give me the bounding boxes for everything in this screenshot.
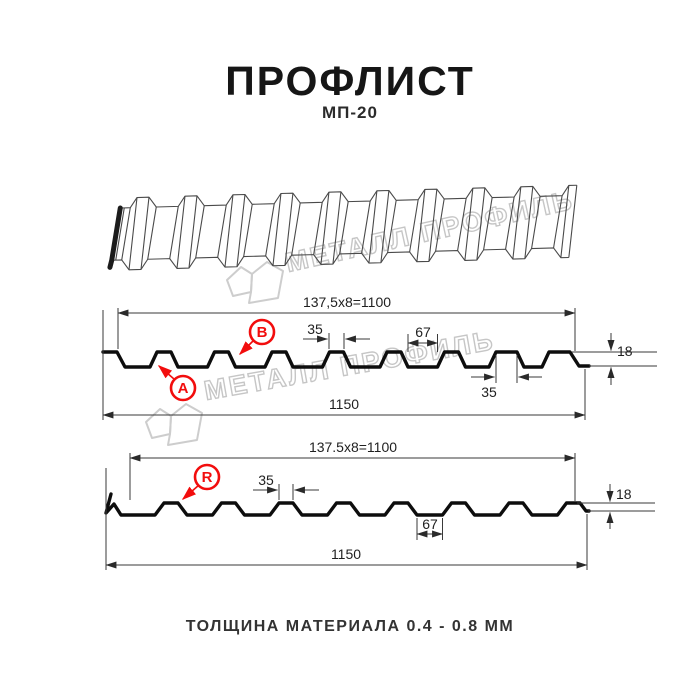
dim-text-rib-top-ab: 35 (307, 321, 323, 337)
side-b-badge (248, 318, 276, 346)
side-a-callout: A (157, 365, 197, 402)
page-title: ПРОФЛИСТ (225, 58, 475, 104)
side-b-callout: B (238, 318, 276, 356)
dim-text-valley-r: 67 (422, 516, 438, 532)
dim-rib-top-bottom-ab: 35 (471, 355, 542, 400)
side-a-badge (169, 374, 197, 402)
dim-text-valley-ab: 67 (415, 324, 431, 340)
dim-valley-ab: 67 (407, 324, 439, 352)
brand-watermark-lower: МЕТАЛЛ ПРОФИЛЬ (145, 325, 498, 446)
side-r-badge (193, 463, 221, 491)
dim-text-height-ab: 18 (617, 343, 633, 359)
dim-text-overall-r: 1150 (331, 546, 361, 562)
dim-height-ab: 18 (572, 333, 657, 385)
dim-text-work-width-ab: 137,5x8=1100 (303, 294, 391, 310)
page-subtitle: МП-20 (322, 103, 378, 122)
dim-text-work-width-r: 137.5x8=1100 (309, 439, 397, 455)
dim-overall-r: 1150 (105, 468, 588, 570)
dim-height-r: 18 (577, 484, 655, 529)
side-b-label: B (257, 324, 268, 341)
profile-section-r: 137.5x8=1100 35 67 (104, 439, 655, 570)
dim-overall-ab: 1150 (102, 310, 586, 420)
profile-section-ab: 137,5x8=1100 35 67 (101, 294, 657, 420)
sheet-3d-view (107, 184, 578, 271)
side-r-label: R (202, 469, 213, 486)
profile-ab-outline (101, 350, 591, 369)
side-r-callout: R (181, 463, 221, 500)
dim-text-height-r: 18 (616, 486, 632, 502)
brand-logo-icon (145, 403, 203, 446)
dim-valley-r: 67 (416, 516, 444, 540)
dim-text-overall-ab: 1150 (329, 396, 359, 412)
dim-rib-top-ab: 35 (303, 321, 370, 349)
dim-text-rib-top-bottom-ab: 35 (481, 384, 497, 400)
dim-text-rib-top-r: 35 (258, 472, 274, 488)
thickness-note: ТОЛЩИНА МАТЕРИАЛА 0.4 - 0.8 ММ (185, 618, 515, 635)
dim-work-width-r: 137.5x8=1100 (129, 439, 576, 501)
side-a-label: A (178, 380, 189, 397)
profile-r-outline (104, 492, 591, 517)
dim-rib-top-r: 35 (253, 472, 319, 500)
dim-work-width-ab: 137,5x8=1100 (117, 294, 576, 351)
brand-logo-icon (226, 261, 284, 304)
